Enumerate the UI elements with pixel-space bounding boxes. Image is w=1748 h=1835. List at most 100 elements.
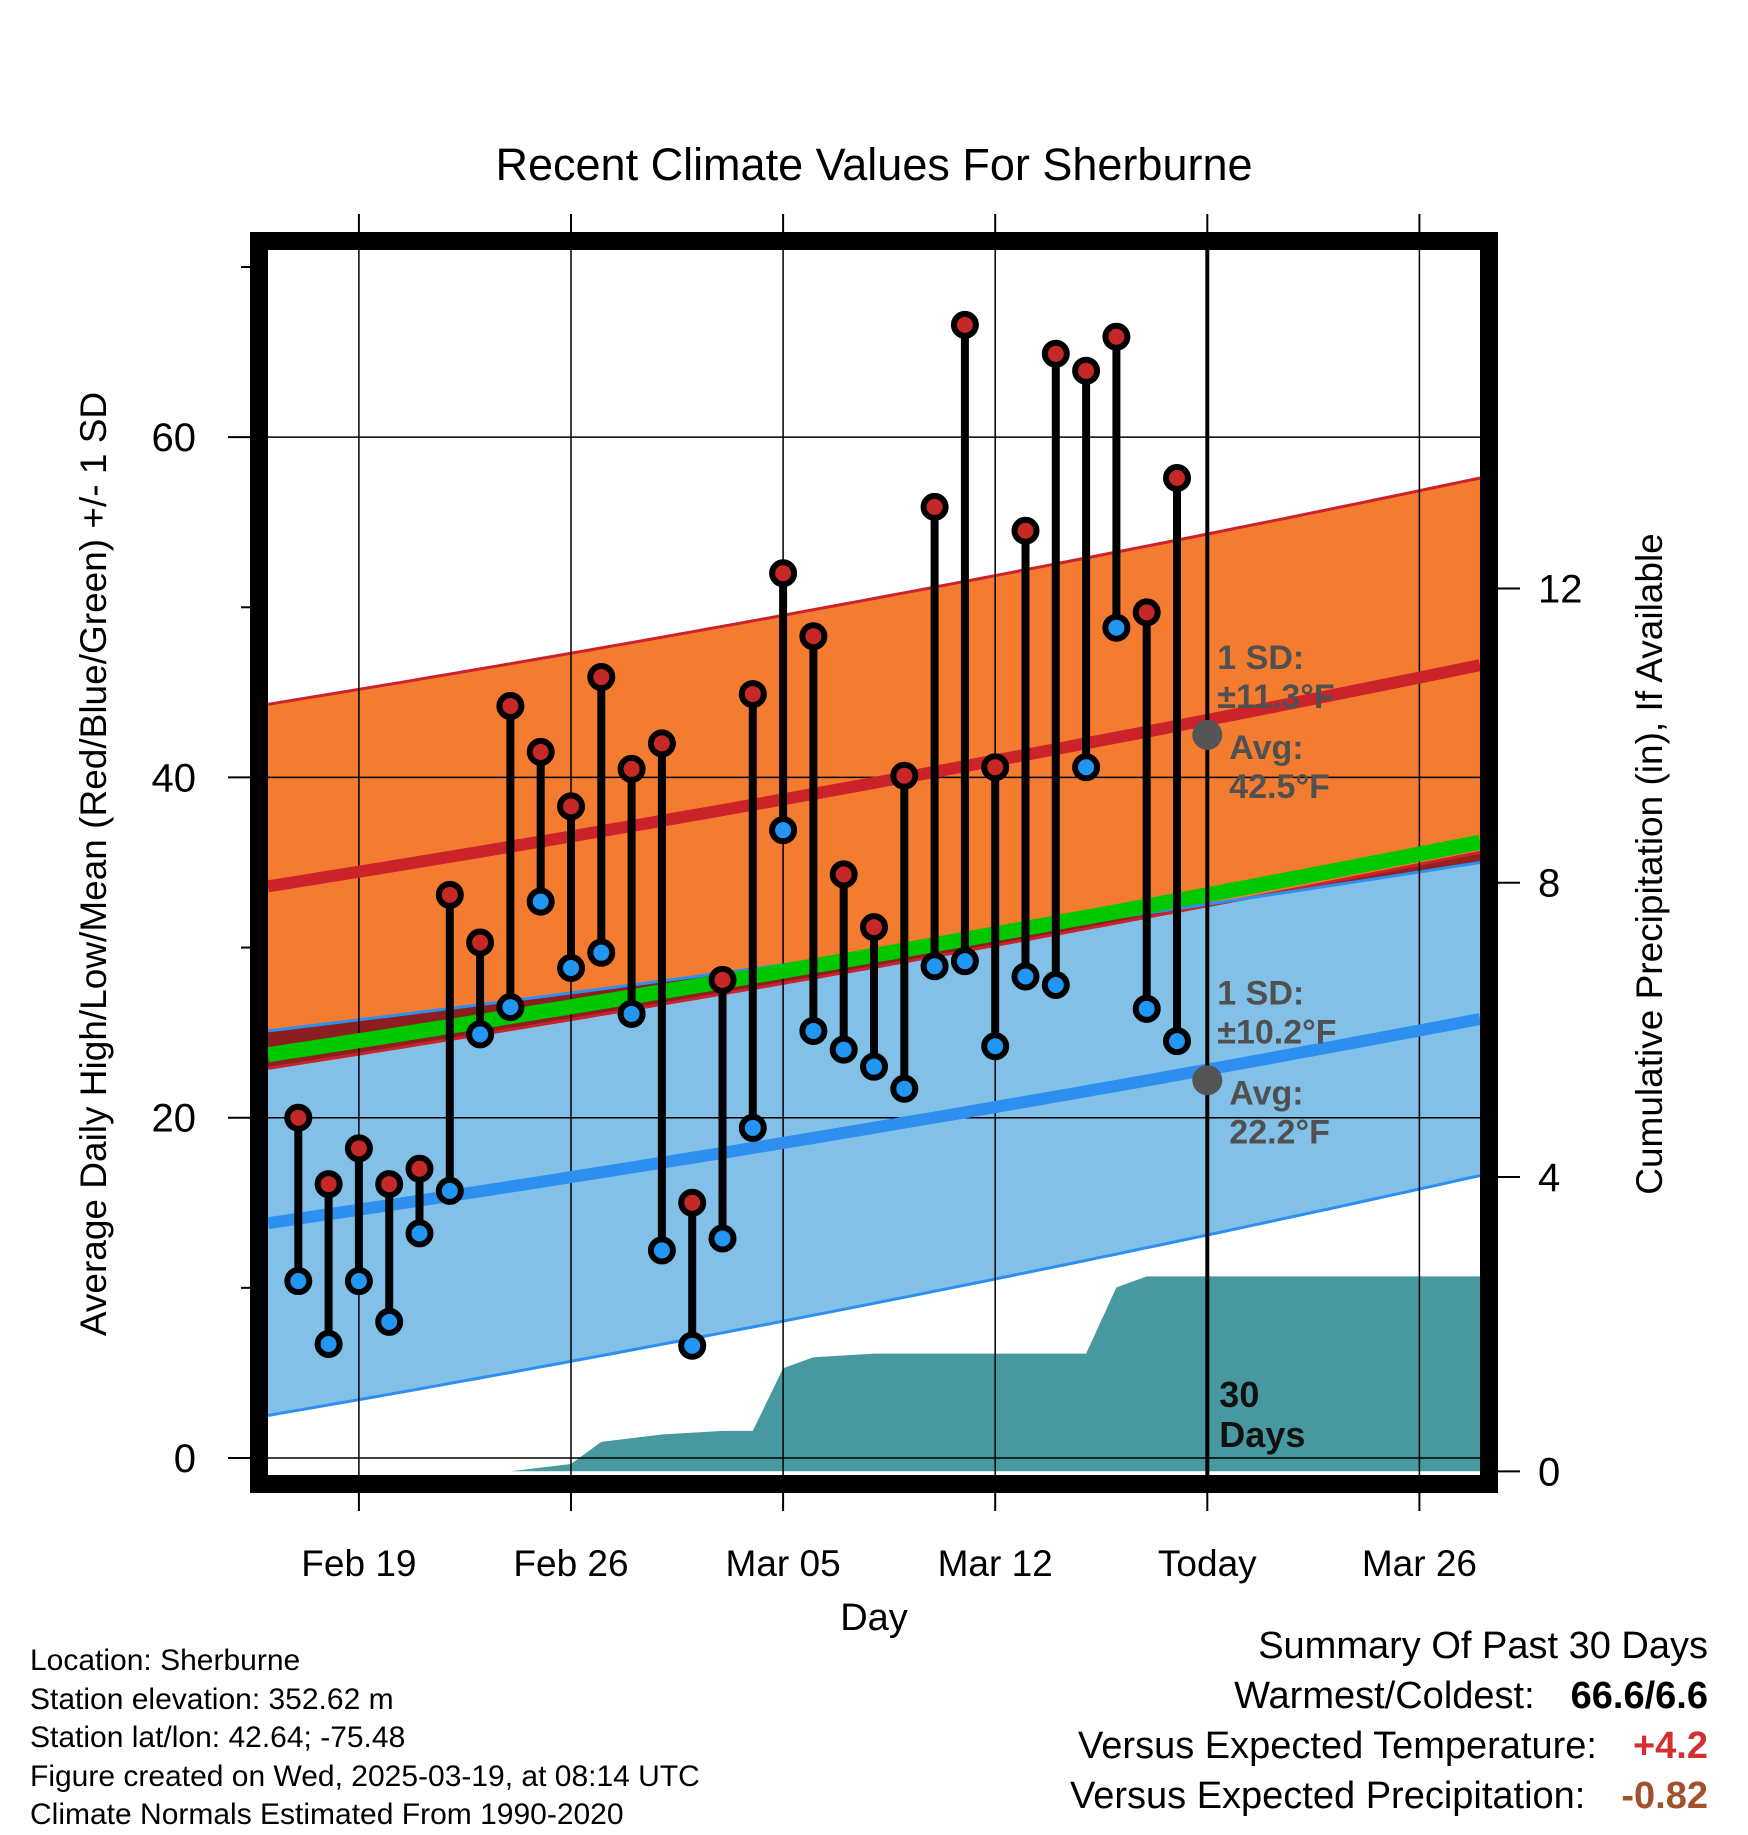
warmest-label: Warmest/Coldest: [1234, 1675, 1535, 1717]
daily-high-point [829, 860, 858, 889]
high-avg-value: 42.5°F [1229, 768, 1330, 806]
daily-ranges [284, 310, 1191, 1360]
precip-anomaly-label: Versus Expected Precipitation: [1069, 1775, 1586, 1817]
daily-low-point [284, 1267, 313, 1296]
daily-high-point [981, 753, 1010, 782]
daily-high-point [405, 1154, 434, 1183]
daily-high-point [466, 928, 495, 957]
temp-anomaly-label: Versus Expected Temperature: [1078, 1725, 1597, 1767]
high-avg-label: Avg: [1229, 729, 1303, 767]
days-label-text: Days [1219, 1414, 1305, 1455]
warmest-value: 66.6/6.6 [1570, 1675, 1708, 1717]
daily-low-point [678, 1331, 707, 1360]
daily-high-point [1011, 516, 1040, 545]
daily-low-point [1163, 1027, 1191, 1056]
daily-low-point [890, 1074, 919, 1103]
y-axis-title: Average Daily High/Low/Mean (Red/Blue/Gr… [73, 392, 114, 1336]
y2-tick-label: 8 [1538, 862, 1560, 906]
y-tick-label: 0 [174, 1437, 196, 1481]
high-sd-upper-line [267, 476, 1481, 706]
x-tick-label: Feb 19 [301, 1543, 416, 1584]
daily-low-point [496, 993, 525, 1022]
daily-low-point [860, 1052, 888, 1081]
daily-low-point [375, 1307, 404, 1336]
plot-frame [250, 232, 1498, 1493]
low-sd-value: ±10.2°F [1217, 1013, 1336, 1051]
y-tick-label: 40 [152, 756, 197, 800]
daily-high-point [769, 559, 798, 588]
y2-tick-label: 0 [1538, 1450, 1560, 1494]
latlon-text: Station lat/lon: 42.64; -75.48 [30, 1721, 406, 1754]
daily-high-point [435, 880, 464, 909]
daily-low-point [1132, 994, 1161, 1023]
daily-high-point [496, 691, 525, 720]
daily-low-point [981, 1032, 1010, 1061]
daily-low-point [708, 1224, 737, 1253]
daily-low-point [799, 1016, 828, 1045]
daily-high-point [344, 1134, 373, 1163]
y-tick-label: 20 [152, 1097, 197, 1141]
station-info: Location: Sherburne Station elevation: 3… [30, 1642, 700, 1835]
created-text: Figure created on Wed, 2025-03-19, at 08… [30, 1759, 700, 1793]
daily-low-point [647, 1236, 676, 1265]
x-axis-title: Day [840, 1597, 908, 1639]
precip-anomaly-row: Versus Expected Precipitation: -0.82 [808, 1775, 1708, 1825]
daily-low-point [920, 952, 949, 981]
elevation-text: Station elevation: 352.62 m [30, 1682, 394, 1716]
daily-low-point [1011, 962, 1040, 991]
y2-tick-label: 12 [1538, 567, 1583, 611]
daily-high-point [314, 1170, 343, 1199]
normals-text: Climate Normals Estimated From 1990-2020 [30, 1798, 624, 1831]
daily-high-point [708, 965, 737, 994]
x-tick-label: Mar 26 [1362, 1543, 1477, 1584]
daily-high-point [1102, 322, 1131, 351]
precipitation-fill [268, 1276, 1480, 1472]
daily-low-point [950, 947, 979, 976]
daily-high-point [284, 1103, 313, 1132]
daily-high-point [1132, 598, 1161, 627]
precip-anomaly-value: -0.82 [1621, 1775, 1708, 1817]
x-tick-label: Feb 26 [513, 1543, 628, 1584]
daily-low-point [466, 1020, 495, 1049]
today-low-avg-point [1192, 1065, 1223, 1096]
daily-low-point [617, 999, 646, 1028]
daily-low-point [1102, 613, 1131, 642]
y2-tick-label: 4 [1538, 1156, 1560, 1200]
daily-high-point [1041, 339, 1070, 368]
daily-high-point [526, 737, 555, 766]
daily-low-point [769, 816, 798, 845]
daily-high-point [647, 729, 676, 758]
y2-axis-title: Cumulative Precipitation (in), If Availa… [1629, 533, 1670, 1195]
daily-low-point [557, 953, 585, 982]
daily-high-point [738, 680, 767, 709]
daily-high-point [587, 663, 616, 692]
high-normal-line [267, 659, 1482, 893]
daily-high-point [950, 310, 979, 339]
daily-low-point [1041, 971, 1070, 999]
warmest-row: Warmest/Coldest: 66.6/6.6 [808, 1675, 1708, 1725]
low-sd-label: 1 SD: [1217, 974, 1304, 1012]
days-label-number: 30 [1219, 1374, 1259, 1415]
daily-high-point [617, 754, 646, 783]
x-tick-label: Mar 12 [938, 1543, 1053, 1584]
location-text: Location: Sherburne [30, 1644, 301, 1677]
low-normal-line [267, 1013, 1482, 1230]
daily-low-point [314, 1329, 343, 1358]
summary-panel: Summary Of Past 30 Days Warmest/Coldest:… [808, 1625, 1708, 1825]
daily-low-point [526, 887, 555, 916]
x-tick-label: Today [1158, 1543, 1257, 1584]
x-tick-label: Mar 05 [726, 1543, 841, 1584]
daily-high-point [890, 761, 919, 790]
daily-low-point [344, 1267, 373, 1296]
daily-low-point [405, 1219, 434, 1248]
daily-low-point [738, 1113, 767, 1142]
daily-low-point [587, 938, 616, 967]
low-avg-value: 22.2°F [1229, 1113, 1330, 1151]
chart-title: Recent Climate Values For Sherburne [495, 139, 1252, 190]
y-tick-label: 60 [152, 416, 197, 460]
daily-high-point [375, 1170, 404, 1199]
low-sd-lower-line [267, 1174, 1481, 1417]
temp-anomaly-value: +4.2 [1632, 1725, 1708, 1767]
